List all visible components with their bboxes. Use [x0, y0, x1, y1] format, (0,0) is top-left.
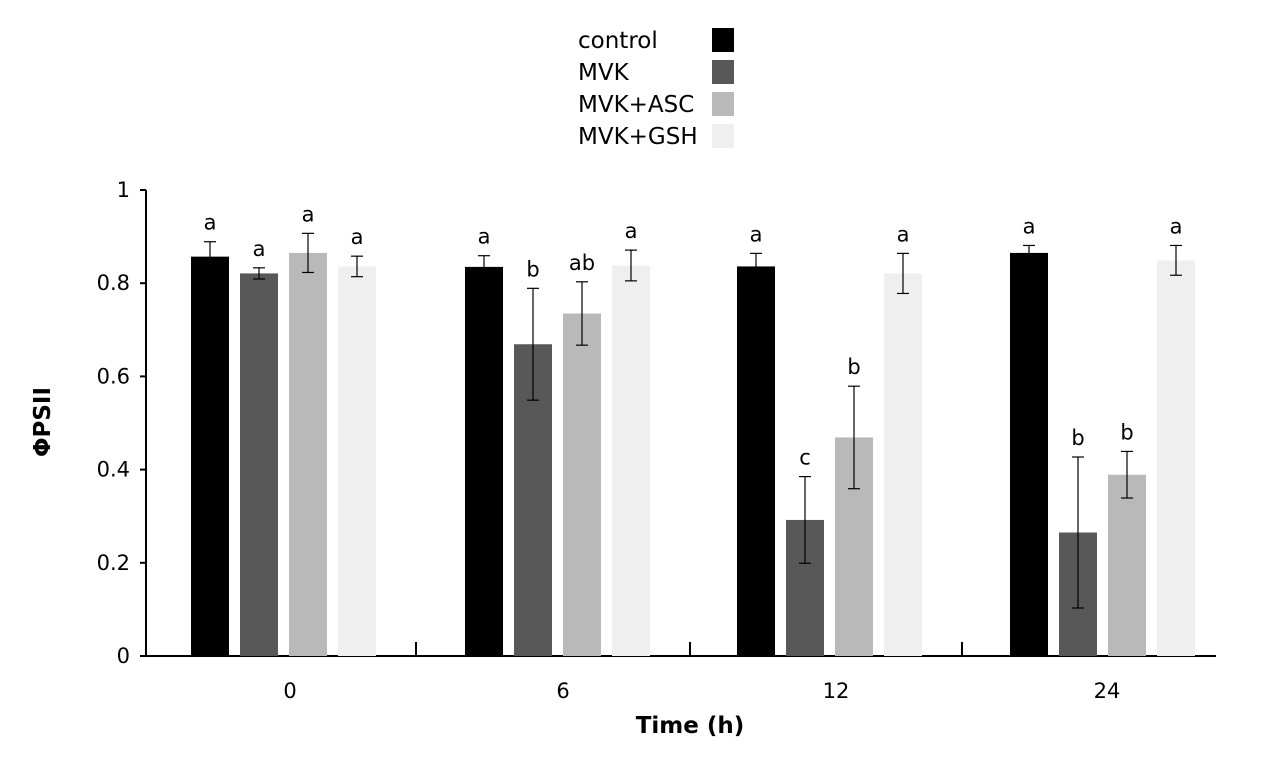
significance-letter: a: [478, 225, 491, 249]
legend-label: MVK+ASC: [578, 92, 694, 118]
x-tick-label: 24: [1094, 679, 1121, 703]
y-tick-label: 0: [117, 644, 130, 668]
legend-swatch: [712, 124, 734, 148]
bar: [465, 266, 503, 656]
significance-letter: a: [897, 222, 910, 246]
significance-letter: a: [750, 222, 763, 246]
error-bars: [204, 232, 1182, 609]
bar: [240, 273, 278, 656]
x-tick-label: 12: [823, 679, 850, 703]
significance-letter: b: [847, 355, 860, 379]
bar: [1108, 474, 1146, 656]
bars: [191, 252, 1195, 656]
legend: control MVK MVK+ASC MVK+GSH: [578, 28, 734, 150]
legend-swatch: [712, 28, 734, 52]
y-tick-label: 1: [117, 178, 130, 202]
legend-label: MVK+GSH: [578, 124, 698, 150]
significance-letter: a: [1170, 214, 1183, 238]
significance-letter: b: [1120, 420, 1133, 444]
bar: [338, 266, 376, 656]
y-tick-label: 0.4: [97, 458, 130, 482]
significance-letter: a: [204, 211, 217, 235]
y-tick-label: 0.6: [97, 364, 130, 388]
significance-letter: a: [351, 225, 364, 249]
x-tick-label: 0: [283, 679, 296, 703]
bar: [1157, 260, 1195, 656]
y-tick-label: 0.2: [97, 551, 130, 575]
bar: [289, 252, 327, 656]
significance-letter: a: [302, 202, 315, 226]
legend-swatch: [712, 92, 734, 116]
significance-letter: b: [1071, 426, 1084, 450]
significance-letter: b: [526, 257, 539, 281]
bar: [612, 265, 650, 656]
x-axis-title: Time (h): [636, 713, 745, 739]
significance-letter: a: [253, 237, 266, 261]
y-tick-label: 0.8: [97, 271, 130, 295]
bar: [1010, 252, 1048, 656]
bar: [191, 256, 229, 656]
y-axis: 0 0.2 0.4 0.6 0.8 1: [97, 178, 147, 668]
bar: [884, 273, 922, 656]
significance-letter: c: [799, 446, 811, 470]
significance-letter: ab: [569, 251, 595, 275]
significance-letter: a: [625, 219, 638, 243]
bar: [737, 266, 775, 656]
legend-label: control: [578, 28, 658, 54]
x-tick-label: 6: [556, 679, 569, 703]
legend-swatch: [712, 60, 734, 84]
legend-label: MVK: [578, 60, 630, 86]
y-axis-title: ΦPSII: [30, 387, 56, 457]
bar: [563, 313, 601, 656]
significance-letter: a: [1023, 214, 1036, 238]
